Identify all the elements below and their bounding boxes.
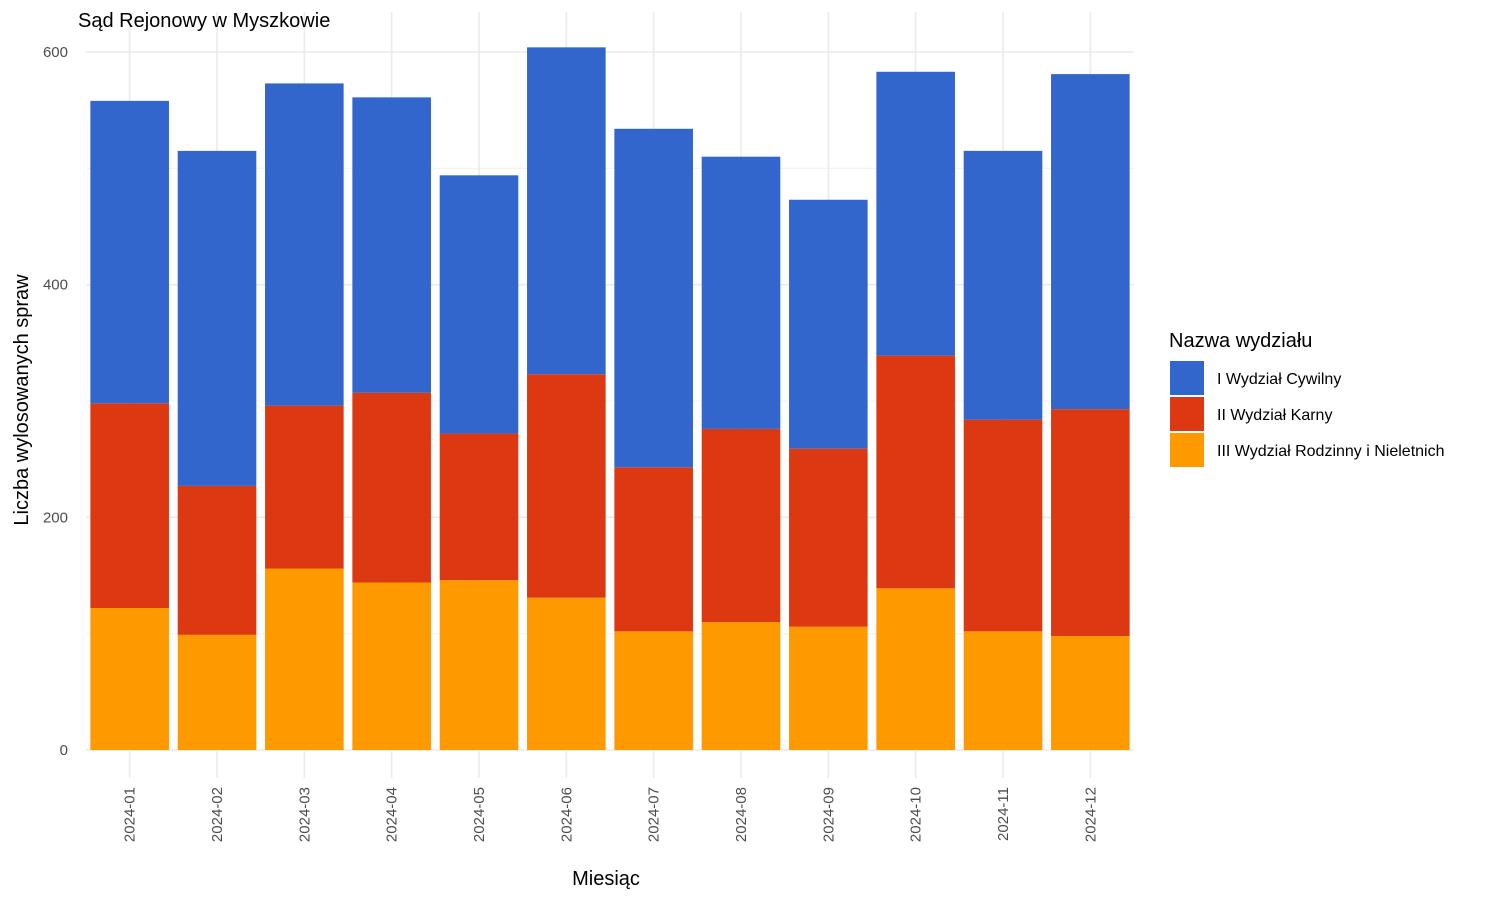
chart-title: Sąd Rejonowy w Myszkowie xyxy=(78,10,330,32)
x-tick-label: 2024-02 xyxy=(209,787,226,842)
x-tick-label: 2024-06 xyxy=(558,787,575,842)
x-axis-ticks: 2024-01 2024-02 2024-03 2024-04 2024-05 2024-… xyxy=(122,787,1100,842)
x-tick-label: 2024-10 xyxy=(908,787,925,842)
bar-segment-2024-04-series-3 xyxy=(352,97,431,393)
bar-segment-2024-07-series-3 xyxy=(614,128,693,468)
x-tick-label: 2024-01 xyxy=(122,787,139,842)
bar-segment-2024-08-series-3 xyxy=(701,156,781,429)
bar-segment-2024-03-series-2 xyxy=(265,405,344,569)
bar-segment-2024-05-series-2 xyxy=(439,433,519,581)
bar-segment-2024-01-series-2 xyxy=(90,403,169,609)
bar-segment-2024-12-series-1 xyxy=(1051,635,1130,750)
bar-segment-2024-08-series-1 xyxy=(701,622,781,750)
x-axis-title: Miesiąc xyxy=(572,868,640,890)
bar-segment-2024-10-series-3 xyxy=(876,71,955,356)
y-axis-title: Liczba wylosowanych spraw xyxy=(11,274,33,526)
bar-segment-2024-02-series-2 xyxy=(177,485,257,635)
bar-segment-2024-02-series-3 xyxy=(177,150,257,486)
y-tick-label: 400 xyxy=(43,277,68,294)
bar-segment-2024-07-series-1 xyxy=(614,631,693,750)
bar-segment-2024-04-series-1 xyxy=(352,582,431,750)
legend-swatch xyxy=(1170,361,1204,395)
bar-segment-2024-10-series-2 xyxy=(876,355,955,589)
bar-segment-2024-11-series-3 xyxy=(963,150,1043,420)
bar-segment-2024-09-series-1 xyxy=(789,626,868,750)
legend-swatch xyxy=(1170,433,1204,467)
y-tick-label: 0 xyxy=(60,742,68,759)
x-tick-label: 2024-07 xyxy=(646,787,663,842)
bar-segment-2024-10-series-1 xyxy=(876,588,955,750)
x-tick-label: 2024-04 xyxy=(384,787,401,842)
bar-segment-2024-09-series-2 xyxy=(789,448,868,627)
x-tick-label: 2024-08 xyxy=(733,787,750,842)
bar-segment-2024-01-series-3 xyxy=(90,100,169,404)
bar-segment-2024-07-series-2 xyxy=(614,467,693,632)
x-tick-label: 2024-11 xyxy=(995,787,1012,841)
legend-title: Nazwa wydziału xyxy=(1169,330,1312,352)
legend-label: III Wydział Rodzinny i Nieletnich xyxy=(1217,443,1445,460)
bar-segment-2024-09-series-3 xyxy=(789,199,868,449)
y-axis-ticks: 0 200 400 600 xyxy=(43,44,68,759)
bar-segment-2024-05-series-1 xyxy=(439,580,519,750)
bar-segment-2024-05-series-3 xyxy=(439,175,519,434)
bar-segment-2024-06-series-2 xyxy=(527,374,606,598)
bar-segment-2024-04-series-2 xyxy=(352,392,431,583)
bar-segment-2024-11-series-2 xyxy=(963,419,1043,632)
bar-segment-2024-06-series-3 xyxy=(527,47,606,375)
bar-segment-2024-03-series-3 xyxy=(265,83,344,406)
x-tick-label: 2024-05 xyxy=(471,787,488,842)
bars xyxy=(90,47,1130,750)
bar-segment-2024-11-series-1 xyxy=(963,631,1043,750)
y-tick-label: 600 xyxy=(43,44,68,61)
bar-segment-2024-03-series-1 xyxy=(265,568,344,750)
bar-segment-2024-06-series-1 xyxy=(527,597,606,750)
legend: Nazwa wydziału I Wydział Cywilny II Wydzi… xyxy=(1169,330,1445,467)
legend-swatch xyxy=(1170,397,1204,431)
y-tick-label: 200 xyxy=(43,509,68,526)
bar-segment-2024-02-series-1 xyxy=(177,634,257,750)
legend-label: II Wydział Karny xyxy=(1217,407,1332,424)
x-tick-label: 2024-12 xyxy=(1082,787,1099,842)
bar-segment-2024-12-series-2 xyxy=(1051,409,1130,636)
x-tick-label: 2024-03 xyxy=(296,787,313,842)
bar-segment-2024-08-series-2 xyxy=(701,428,781,623)
bar-segment-2024-01-series-1 xyxy=(90,608,169,750)
x-tick-label: 2024-09 xyxy=(820,787,837,842)
legend-label: I Wydział Cywilny xyxy=(1217,371,1341,388)
bar-segment-2024-12-series-3 xyxy=(1051,74,1130,410)
